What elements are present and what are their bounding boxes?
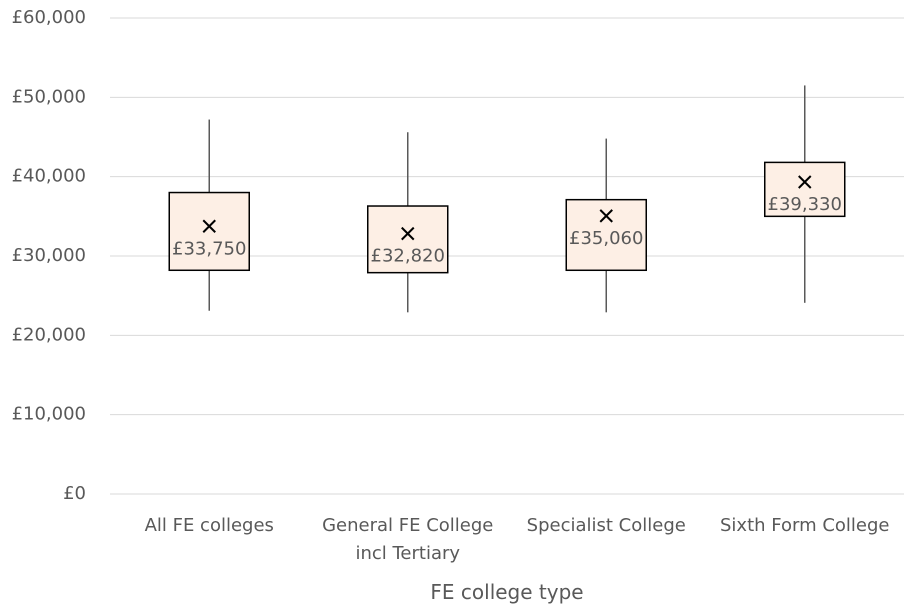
y-tick-label: £10,000 (12, 404, 86, 425)
x-tick-label: General FE College incl Tertiary (322, 515, 494, 564)
x-tick-label: Specialist College (526, 515, 686, 536)
mean-marker (599, 209, 613, 223)
box (565, 198, 647, 272)
y-tick-label: £50,000 (12, 86, 86, 107)
x-tick-label: All FE colleges (144, 515, 274, 536)
mean-label: £33,750 (172, 238, 246, 259)
x-axis-title: FE college type (430, 580, 584, 604)
mean-label: £32,820 (371, 246, 445, 267)
box (764, 161, 846, 218)
y-tick-label: £30,000 (12, 245, 86, 266)
y-tick-label: £40,000 (12, 166, 86, 187)
y-tick-label: £60,000 (12, 7, 86, 28)
box (367, 205, 449, 274)
mean-marker (202, 219, 216, 233)
y-tick-label: £20,000 (12, 324, 86, 345)
box (168, 191, 250, 272)
mean-label: £35,060 (569, 228, 643, 249)
x-tick-label: Sixth Form College (720, 515, 890, 536)
mean-marker (401, 226, 415, 241)
y-tick-label: £0 (63, 483, 86, 504)
mean-marker (798, 175, 812, 189)
mean-label: £39,330 (768, 194, 842, 215)
